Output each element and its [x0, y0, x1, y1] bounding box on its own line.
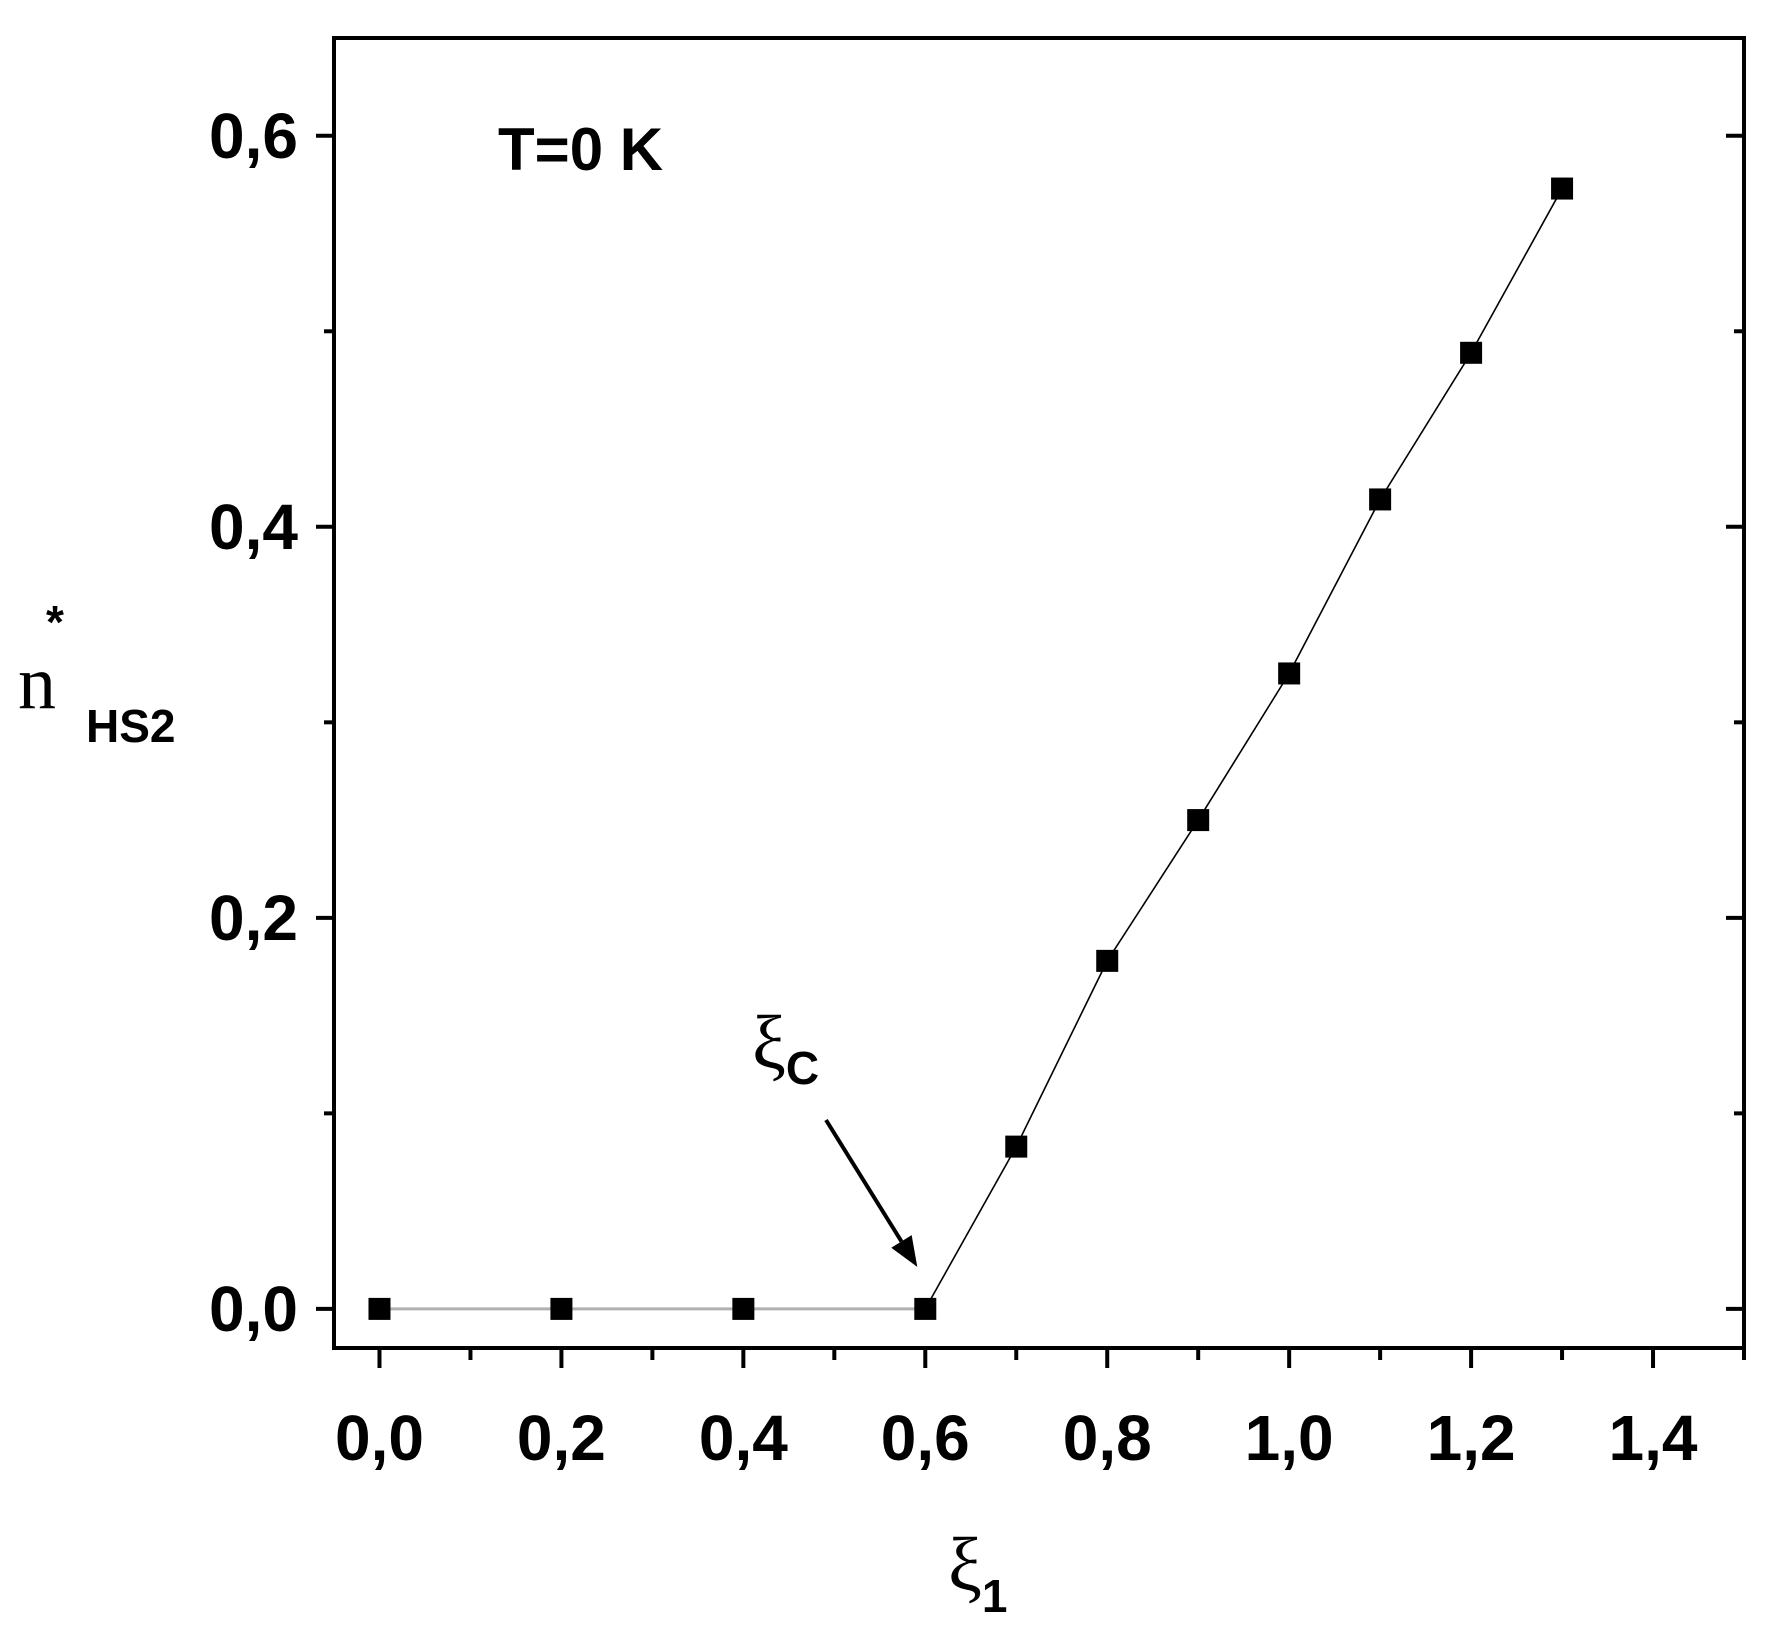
plot-frame [332, 36, 1746, 1350]
critical-arrow [824, 1118, 904, 1243]
y-axis-label: n* HS2 [18, 596, 175, 752]
critical-label-main: ξ [752, 1001, 786, 1085]
series-segment [1197, 673, 1290, 821]
y-axis-label-sub: HS2 [86, 700, 175, 752]
x-tick-label: 1,4 [1609, 1402, 1698, 1474]
x-tick-label: 0,4 [699, 1402, 788, 1474]
data-point [1187, 809, 1210, 832]
y-tick-label: 0,0 [209, 1273, 298, 1345]
y-tick-label: 0,4 [209, 491, 298, 563]
data-point [368, 1297, 391, 1320]
y-axis-label-sup: * [46, 596, 64, 648]
y-axis-label-main: n [18, 641, 56, 725]
series-segment [1379, 352, 1472, 500]
data-point [1278, 662, 1301, 685]
series-segment [1015, 960, 1108, 1147]
x-axis-label: ξ1 [948, 1523, 1007, 1622]
critical-arrowhead [891, 1235, 918, 1267]
data-point [1005, 1135, 1028, 1158]
data-point [1551, 177, 1574, 200]
series-lines [379, 188, 1563, 1311]
critical-point-annotation: ξC [752, 1001, 918, 1267]
series-segment [1470, 188, 1563, 354]
x-tick-label: 0,2 [517, 1402, 606, 1474]
x-tick-label: 0,6 [881, 1402, 970, 1474]
data-point [1460, 341, 1483, 364]
data-point [914, 1297, 937, 1320]
data-point [1096, 949, 1119, 972]
x-axis-label-sub: 1 [982, 1570, 1008, 1622]
x-tick-label: 0,0 [335, 1402, 424, 1474]
y-tick-label: 0,2 [209, 882, 298, 954]
data-point [1369, 488, 1392, 511]
x-axis-label-main: ξ [948, 1523, 982, 1607]
critical-label-sub: C [786, 1042, 819, 1094]
y-tick-label: 0,6 [209, 100, 298, 172]
x-tick-label: 0,8 [1063, 1402, 1152, 1474]
data-point [550, 1297, 573, 1320]
x-tick-label: 1,2 [1427, 1402, 1516, 1474]
series-segment [924, 1146, 1017, 1310]
series-segment [1288, 499, 1381, 674]
series-segment [1106, 819, 1199, 962]
temperature-annotation: T=0 K [498, 116, 663, 183]
critical-label: ξC [752, 1001, 819, 1094]
x-tick-label: 1,0 [1245, 1402, 1334, 1474]
data-point [732, 1297, 755, 1320]
data-markers [368, 177, 1574, 1320]
axis-ticks [316, 133, 1746, 1368]
tick-labels: 0,0 0,2 0,4 0,6 0,8 1,0 1,2 1,4 0,0 0,2 0,4 0,6 [209, 100, 1698, 1474]
